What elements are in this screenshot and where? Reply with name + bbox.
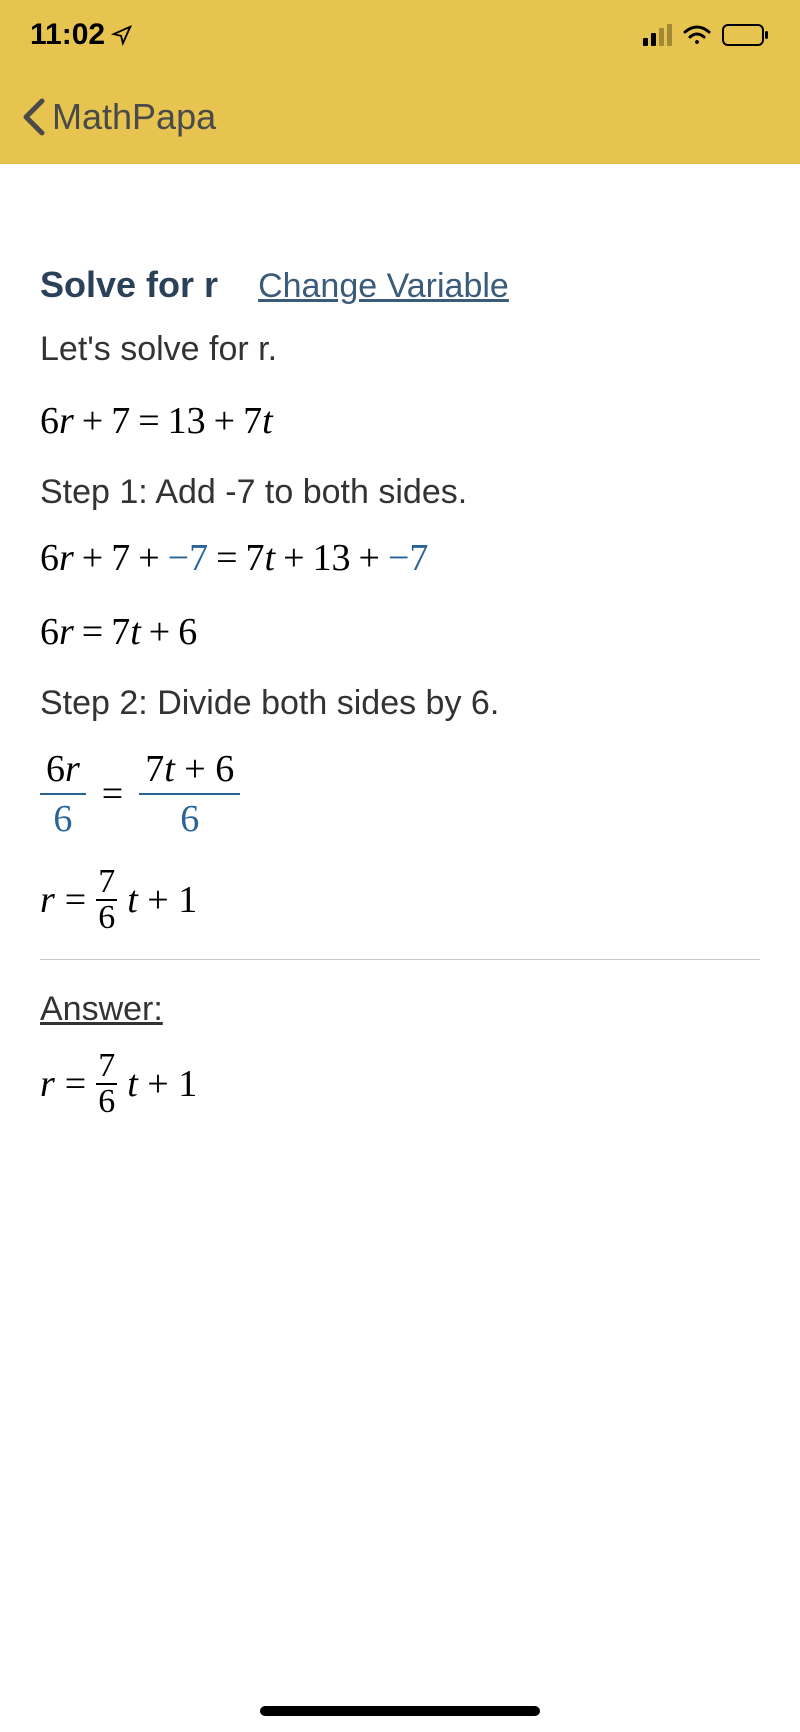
final-answer: r = 7 6 t + 1	[40, 1049, 760, 1119]
step1-label: Step 1: Add -7 to both sides.	[40, 473, 760, 512]
answer-label: Answer:	[40, 990, 760, 1029]
step2-result: r = 7 6 t + 1	[40, 865, 760, 935]
cellular-signal-icon	[643, 24, 672, 46]
original-equation: 6r+7=13+7t	[40, 399, 760, 443]
step2-fraction-equation: 6r 6 = 7t + 6 6	[40, 747, 760, 841]
step2-label: Step 2: Divide both sides by 6.	[40, 684, 760, 723]
content-area: Solve for r Change Variable Let's solve …	[0, 164, 800, 1159]
back-label: MathPapa	[52, 96, 216, 138]
fraction-left: 6r 6	[40, 747, 86, 841]
chevron-left-icon	[20, 97, 48, 137]
nav-bar: MathPapa	[0, 70, 800, 164]
step1-equation1: 6r+7+−7=7t+13+−7	[40, 536, 760, 580]
fraction-right: 7t + 6 6	[139, 747, 240, 841]
result-fraction: 7 6	[96, 865, 117, 935]
header-row: Solve for r Change Variable	[40, 264, 760, 306]
battery-icon	[722, 24, 770, 46]
intro-text: Let's solve for r.	[40, 330, 760, 369]
wifi-icon	[682, 24, 712, 46]
solve-title: Solve for r	[40, 264, 218, 306]
step1-equation2: 6r=7t+6	[40, 610, 760, 654]
status-bar: 11:02	[0, 0, 800, 70]
divider	[40, 959, 760, 960]
status-time: 11:02	[30, 18, 133, 52]
home-indicator[interactable]	[260, 1706, 540, 1716]
back-button[interactable]: MathPapa	[20, 96, 216, 138]
location-arrow-icon	[111, 24, 133, 46]
change-variable-link[interactable]: Change Variable	[258, 267, 509, 306]
time-text: 11:02	[30, 18, 105, 52]
status-icons	[643, 24, 770, 46]
answer-fraction: 7 6	[96, 1049, 117, 1119]
